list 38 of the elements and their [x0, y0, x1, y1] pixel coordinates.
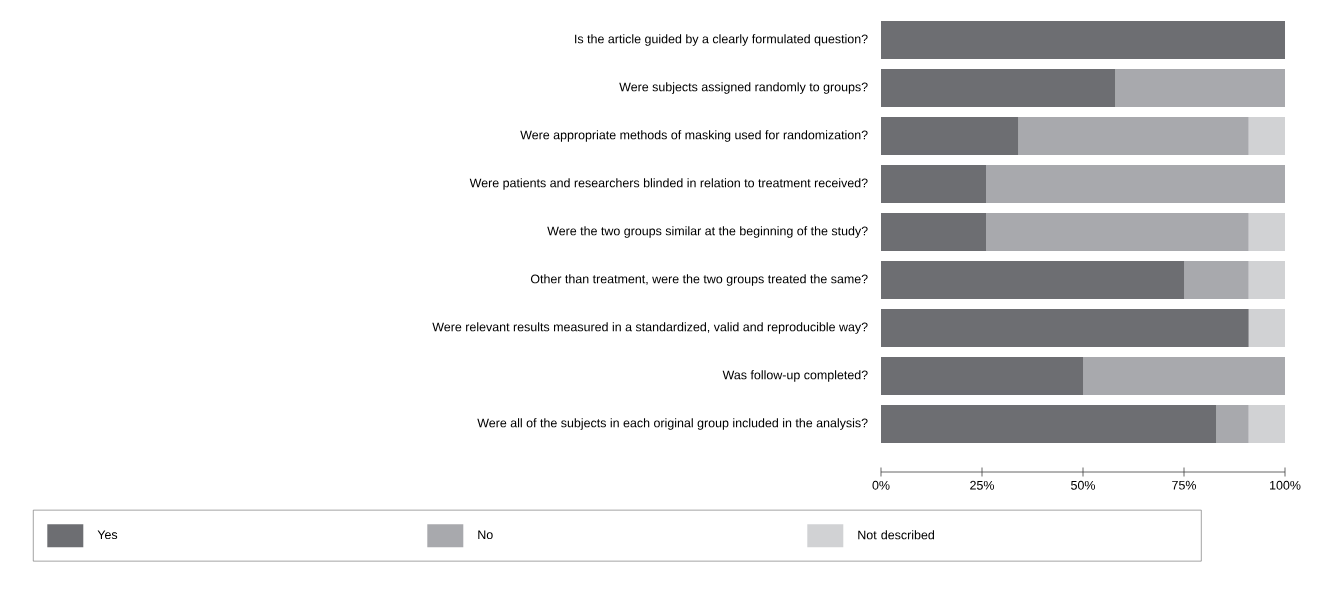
bar	[1083, 357, 1285, 395]
y-tick-label: Were relevant results measured in a standardized, valid and reproducible way?	[432, 322, 868, 334]
bar	[881, 69, 1116, 107]
y-tick-label: Were all of the subjects in each original group included in the analysis?	[477, 418, 868, 430]
y-tick-label: Were appropriate methods of masking used for randomization?	[520, 130, 868, 142]
bar	[881, 405, 1217, 443]
bar	[986, 165, 1285, 203]
x-tick-label: 100%	[1270, 480, 1301, 490]
bar	[881, 357, 1083, 395]
x-tick-label: 75%	[1172, 480, 1197, 490]
y-tick-label: Were the two groups similar at the beginning of the study?	[547, 226, 868, 238]
bar	[1018, 117, 1249, 155]
x-tick-label: 0%	[872, 480, 890, 490]
bar	[1248, 213, 1285, 251]
y-tick-label: Was follow-up completed?	[722, 370, 868, 382]
y-tick-label: Were subjects assigned randomly to groups?	[619, 82, 868, 94]
y-tick-label: Other than treatment, were the two groups treated the same?	[530, 274, 868, 286]
bar	[1248, 117, 1285, 155]
x-tick-label: 25%	[970, 480, 995, 490]
y-tick-label: Is the article guided by a clearly formulated question?	[575, 34, 868, 46]
bar	[1216, 405, 1249, 443]
bar	[881, 309, 1249, 347]
bar	[1248, 309, 1285, 347]
x-tick-label: 50%	[1071, 480, 1096, 490]
bar	[881, 261, 1184, 299]
bar	[1248, 261, 1285, 299]
bar	[1115, 69, 1285, 107]
bar	[881, 21, 1285, 59]
legend-label: Not described	[858, 530, 934, 540]
bar	[986, 213, 1249, 251]
bar	[881, 165, 987, 203]
legend-label: No	[478, 530, 493, 540]
bar	[881, 117, 1019, 155]
bar	[1184, 261, 1249, 299]
bar	[881, 213, 987, 251]
y-tick-label: Were patients and researchers blinded in relation to treatment received?	[469, 178, 868, 190]
bar	[1248, 405, 1285, 443]
legend-label: Yes	[97, 530, 118, 540]
